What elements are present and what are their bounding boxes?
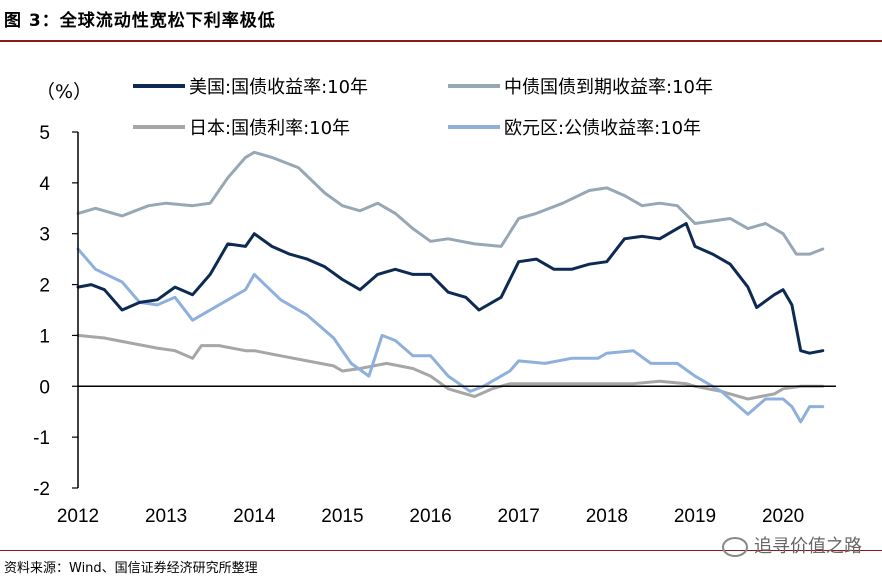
wechat-icon bbox=[722, 537, 748, 557]
y-tick-label: 0 bbox=[39, 377, 50, 398]
footer-rule bbox=[0, 550, 882, 551]
x-tick-label: 2018 bbox=[586, 506, 628, 527]
series-line bbox=[76, 150, 825, 256]
series-line bbox=[76, 247, 825, 424]
legend-label: 中债国债到期收益率:10年 bbox=[504, 77, 713, 98]
y-tick-label: -2 bbox=[33, 479, 50, 500]
x-tick-label: 2019 bbox=[674, 506, 716, 527]
watermark-text: 追寻价值之路 bbox=[754, 536, 862, 557]
y-axis-unit-label: （%） bbox=[36, 81, 92, 103]
title-rule bbox=[0, 40, 882, 42]
chart-axes: -2 -1 0 1 2 3 4 5 2012 2013 2014 2015 2016 2017 2018 20… bbox=[33, 123, 836, 527]
y-tick-label: 5 bbox=[39, 123, 50, 144]
watermark: 追寻价值之路 bbox=[722, 532, 862, 558]
x-tick-label: 2013 bbox=[145, 506, 187, 527]
y-tick-label: 1 bbox=[39, 326, 50, 347]
series-line bbox=[76, 222, 825, 355]
legend-label: 美国:国债收益率:10年 bbox=[189, 77, 368, 98]
source-note: 资料来源：Wind、国信证券经济研究所整理 bbox=[4, 561, 258, 576]
x-tick-label: 2015 bbox=[321, 506, 363, 527]
y-tick-label: 3 bbox=[39, 225, 50, 246]
y-tick-label: 4 bbox=[39, 174, 50, 195]
legend-label: 欧元区:公债收益率:10年 bbox=[504, 118, 701, 139]
figure-title: 图 3：全球流动性宽松下利率极低 bbox=[4, 11, 276, 31]
x-tick-label: 2020 bbox=[762, 506, 804, 527]
series-line bbox=[76, 333, 825, 401]
series-lines bbox=[76, 150, 825, 424]
legend-label: 日本:国债利率:10年 bbox=[189, 118, 350, 139]
line-chart: （%） 美国:国债收益率:10年 中债国债到期收益率:10年日本:国债利率:10年… bbox=[33, 77, 836, 527]
y-tick-label: -1 bbox=[33, 428, 50, 449]
y-tick-label: 2 bbox=[39, 276, 50, 297]
x-tick-label: 2016 bbox=[409, 506, 451, 527]
x-tick-label: 2012 bbox=[57, 506, 99, 527]
x-tick-label: 2014 bbox=[233, 506, 276, 527]
x-tick-label: 2017 bbox=[498, 506, 540, 527]
